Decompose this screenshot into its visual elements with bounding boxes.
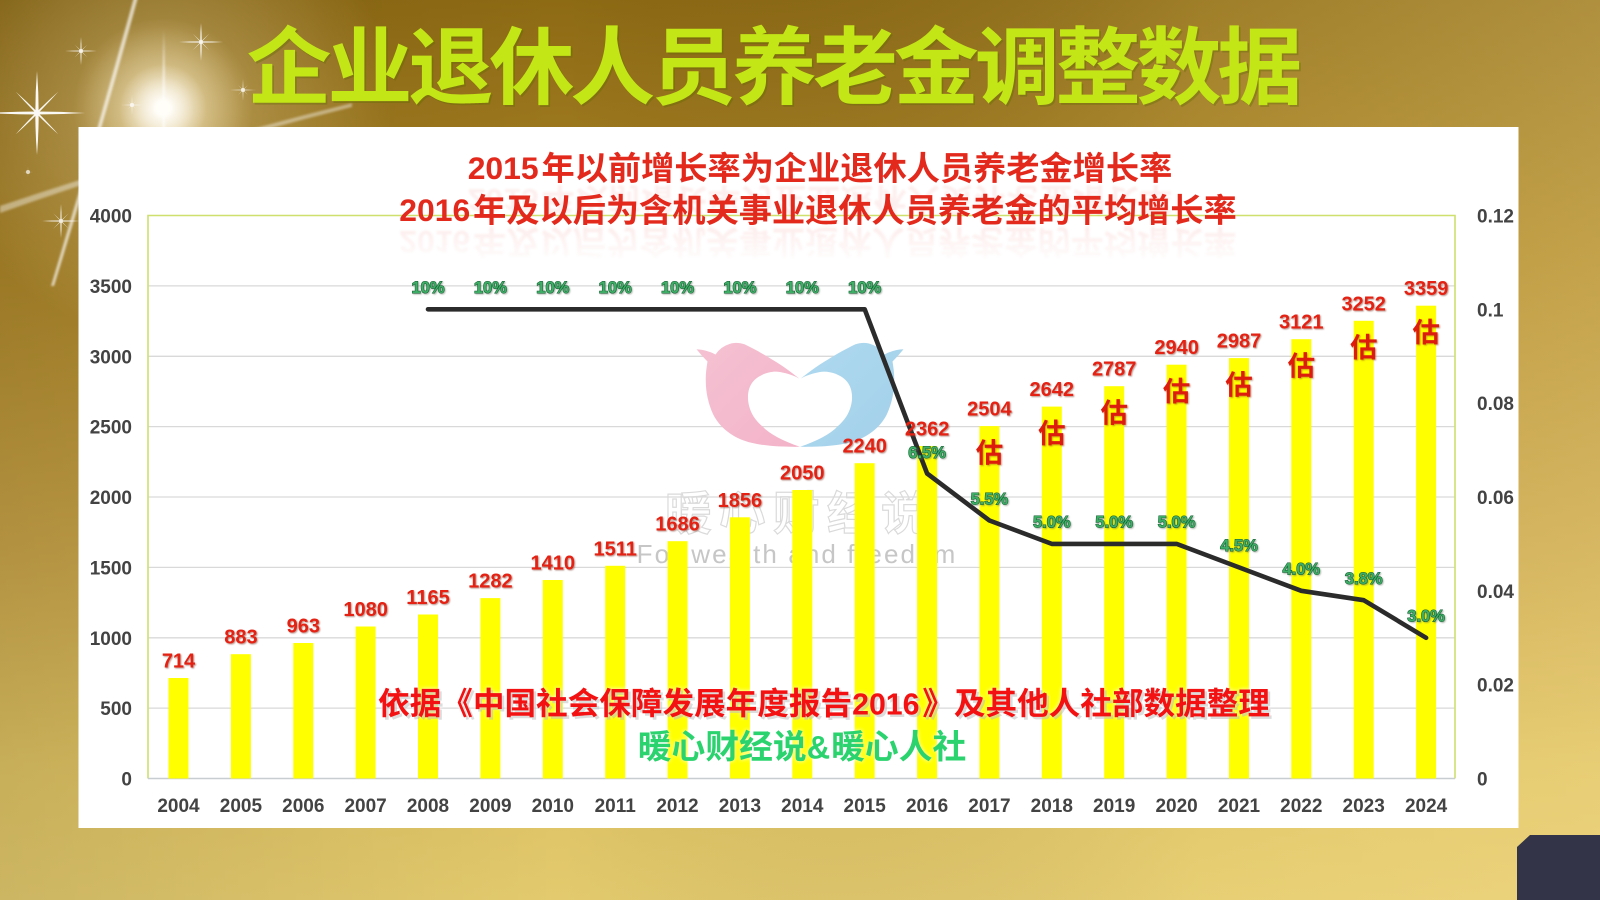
svg-text:1165: 1165 — [406, 587, 449, 609]
svg-text:1500: 1500 — [90, 558, 132, 579]
svg-text:10%: 10% — [474, 279, 507, 297]
svg-text:1856: 1856 — [718, 490, 763, 512]
svg-text:4000: 4000 — [90, 207, 132, 228]
svg-text:2007: 2007 — [344, 796, 386, 817]
svg-text:2010: 2010 — [532, 796, 574, 817]
svg-text:2500: 2500 — [90, 418, 132, 439]
svg-text:0.04: 0.04 — [1477, 582, 1514, 603]
svg-text:3121: 3121 — [1279, 312, 1324, 334]
svg-text:5.0%: 5.0% — [1095, 514, 1133, 532]
svg-text:2016: 2016 — [852, 689, 919, 722]
svg-text:&: & — [807, 730, 830, 766]
svg-text:963: 963 — [287, 616, 320, 638]
svg-text:1410: 1410 — [531, 553, 576, 575]
svg-text:2013: 2013 — [719, 796, 761, 817]
svg-text:1080: 1080 — [343, 599, 388, 621]
svg-text:2017: 2017 — [968, 796, 1010, 817]
svg-text:2642: 2642 — [1030, 379, 1075, 401]
svg-text:1282: 1282 — [468, 571, 513, 593]
svg-text:10%: 10% — [599, 279, 632, 297]
svg-text:1511: 1511 — [594, 538, 637, 560]
svg-text:883: 883 — [224, 627, 257, 649]
svg-text:1686: 1686 — [655, 514, 700, 536]
svg-text:2016: 2016 — [906, 796, 948, 817]
svg-text:10%: 10% — [723, 279, 756, 297]
svg-text:0: 0 — [1477, 770, 1488, 791]
svg-text:2012: 2012 — [656, 796, 698, 817]
svg-text:2020: 2020 — [1155, 796, 1197, 817]
svg-text:3.0%: 3.0% — [1407, 608, 1445, 626]
svg-text:2021: 2021 — [1218, 796, 1261, 817]
svg-text:0.1: 0.1 — [1477, 300, 1504, 321]
svg-text:0: 0 — [121, 770, 132, 791]
svg-text:&: & — [807, 730, 830, 766]
svg-text:10%: 10% — [786, 279, 819, 297]
svg-text:10%: 10% — [848, 279, 881, 297]
svg-text:2005: 2005 — [220, 796, 263, 817]
svg-text:2016: 2016 — [855, 691, 922, 724]
svg-text:5.5%: 5.5% — [971, 490, 1009, 508]
svg-text:2023: 2023 — [1343, 796, 1385, 817]
svg-text:500: 500 — [100, 699, 132, 720]
svg-text:2987: 2987 — [1217, 331, 1262, 353]
svg-text:3.8%: 3.8% — [1345, 570, 1383, 588]
svg-text:2050: 2050 — [780, 463, 825, 485]
svg-text:5.0%: 5.0% — [1158, 514, 1196, 532]
svg-text:2019: 2019 — [1093, 796, 1135, 817]
svg-text:2022: 2022 — [1280, 796, 1322, 817]
svg-text:3252: 3252 — [1341, 293, 1386, 315]
svg-text:3359: 3359 — [1404, 278, 1449, 300]
svg-text:2004: 2004 — [157, 796, 200, 817]
svg-text:2024: 2024 — [1405, 796, 1448, 817]
svg-text:2787: 2787 — [1092, 359, 1137, 381]
svg-text:2018: 2018 — [1031, 796, 1073, 817]
svg-text:2008: 2008 — [407, 796, 449, 817]
svg-text:1000: 1000 — [90, 629, 132, 650]
svg-text:5.0%: 5.0% — [1033, 514, 1071, 532]
svg-text:2362: 2362 — [905, 419, 950, 441]
svg-text:0.08: 0.08 — [1477, 394, 1514, 415]
svg-text:10%: 10% — [411, 279, 444, 297]
svg-text:2009: 2009 — [469, 796, 511, 817]
svg-text:714: 714 — [162, 651, 196, 673]
svg-text:3500: 3500 — [90, 277, 132, 298]
svg-text:0.02: 0.02 — [1477, 676, 1514, 697]
svg-text:2940: 2940 — [1154, 337, 1199, 359]
svg-text:2000: 2000 — [90, 488, 132, 509]
svg-text:0.06: 0.06 — [1477, 488, 1514, 509]
svg-text:2014: 2014 — [781, 796, 824, 817]
svg-text:2240: 2240 — [842, 436, 887, 458]
svg-text:2006: 2006 — [282, 796, 324, 817]
svg-text:3000: 3000 — [90, 347, 132, 368]
svg-text:2504: 2504 — [967, 399, 1012, 421]
svg-text:2016: 2016 — [852, 689, 919, 722]
svg-text:4.5%: 4.5% — [1220, 537, 1258, 555]
svg-text:6.5%: 6.5% — [908, 444, 946, 462]
svg-text:0.12: 0.12 — [1477, 207, 1514, 228]
svg-text:10%: 10% — [661, 279, 694, 297]
svg-text:10%: 10% — [536, 279, 569, 297]
svg-text:2015: 2015 — [844, 796, 887, 817]
svg-text:4.0%: 4.0% — [1282, 561, 1320, 579]
svg-text:2011: 2011 — [595, 796, 637, 817]
